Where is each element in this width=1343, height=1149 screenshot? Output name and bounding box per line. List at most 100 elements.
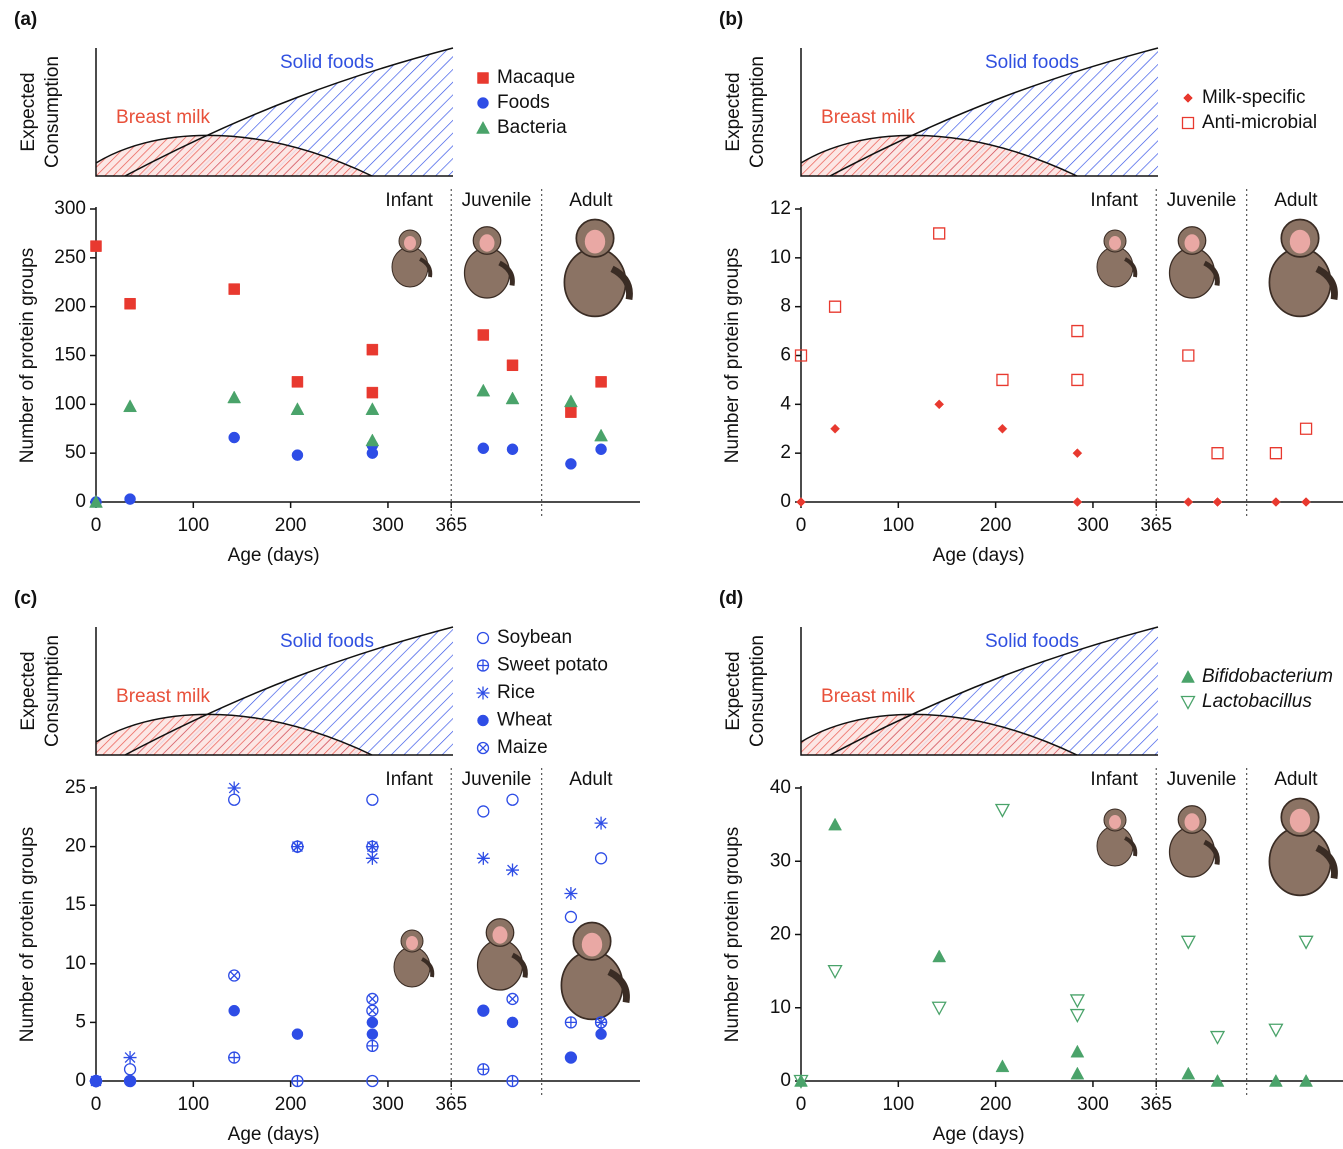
data-point [291,376,304,388]
y-tick-label: 150 [54,345,86,366]
data-point [1069,994,1085,1009]
y-tick-label: 0 [780,1070,791,1091]
data-point [793,1074,809,1089]
data-point [477,1063,490,1076]
data-point [124,493,136,505]
data-point [123,399,137,413]
solid-foods-label: Solid foods [280,631,374,652]
y-tick-label: 5 [75,1011,86,1032]
data-point [1209,1030,1226,1045]
data-point [1069,1008,1085,1023]
data-point [1301,497,1311,507]
data-point [123,1074,137,1088]
y-axis-label: Number of protein groups [17,827,38,1042]
y-axis-label: Number of protein groups [722,248,743,463]
monkey-icon [476,918,528,991]
solid-foods-curve [829,47,1159,177]
data-point [830,423,840,434]
axes [800,207,1343,503]
region-label: Infant [1090,769,1138,790]
monkey-body [1268,826,1332,897]
data-point [89,494,103,508]
legend-label: Soybean [497,627,572,648]
data-point [828,300,842,313]
data-point [291,1074,304,1088]
monkey-face [1184,234,1200,252]
data-point [594,816,608,830]
solid-foods-curve [124,626,454,756]
data-point [366,1028,379,1040]
monkey-arm [610,265,633,300]
x-axis-label: Age (days) [228,1124,320,1145]
data-point [90,240,102,252]
data-point [228,969,241,982]
data-point [827,964,843,979]
data-point [366,992,379,1006]
data-point [565,406,577,418]
data-point [366,343,379,356]
monkey-icon [563,218,633,318]
legend-marker [476,741,490,755]
data-point [564,886,578,900]
schematic-y-label: Consumption [747,56,768,168]
monkey-face [492,926,508,944]
region-label: Infant [1090,190,1138,211]
data-point [365,840,379,854]
data-point [1072,497,1083,507]
data-point [994,803,1011,818]
monkey-icon [1096,808,1138,867]
monkey-arm [421,957,435,978]
monkey-body [393,946,431,988]
x-axis-label: Age (days) [933,1124,1025,1145]
monkey-arm [498,260,515,286]
x-tick-label: 200 [275,1094,307,1115]
x-tick-label: 300 [1077,1094,1109,1115]
data-point [227,390,242,404]
legend-marker [477,97,489,109]
region-label: Juvenile [462,769,532,790]
monkey-body [1096,246,1134,288]
monkey-face [1109,815,1121,829]
schematic-y-label: Consumption [747,635,768,747]
x-tick-label: 365 [1140,1094,1172,1115]
x-tick-label: 200 [980,1094,1012,1115]
breast-milk-label: Breast milk [116,107,210,128]
y-tick-label: 15 [65,894,86,915]
x-tick-label: 200 [980,515,1012,536]
y-tick-label: 0 [75,1070,86,1091]
x-tick-label: 0 [91,515,102,536]
data-point [1299,422,1313,435]
data-point [794,349,808,362]
monkey-icon [1096,229,1138,288]
data-point [1299,1073,1313,1087]
monkey-icon [560,921,630,1021]
data-point [563,394,578,408]
legend-marker [477,714,489,727]
panel-label: (d) [719,588,743,609]
solid-foods-curve [124,47,454,177]
legend-label: Rice [497,682,535,703]
data-point [1182,349,1195,362]
monkey-body [463,247,511,299]
data-point [594,852,608,865]
y-tick-label: 100 [54,393,86,414]
legend-marker [1181,669,1195,683]
data-point [1071,324,1084,338]
y-tick-label: 10 [65,953,86,974]
data-point [595,443,607,455]
data-point [123,1051,137,1065]
x-tick-label: 0 [796,515,807,536]
data-point [366,1016,379,1029]
schematic-y-label: Consumption [42,635,63,747]
region-label: Juvenile [1167,190,1237,211]
region-label: Adult [569,190,613,211]
data-point [477,805,490,818]
y-tick-label: 0 [75,491,86,512]
data-point [366,386,379,399]
data-point [366,1004,379,1017]
monkey-body [1168,826,1216,878]
y-tick-label: 8 [780,296,791,317]
data-point [595,376,607,388]
data-point [291,1028,304,1040]
